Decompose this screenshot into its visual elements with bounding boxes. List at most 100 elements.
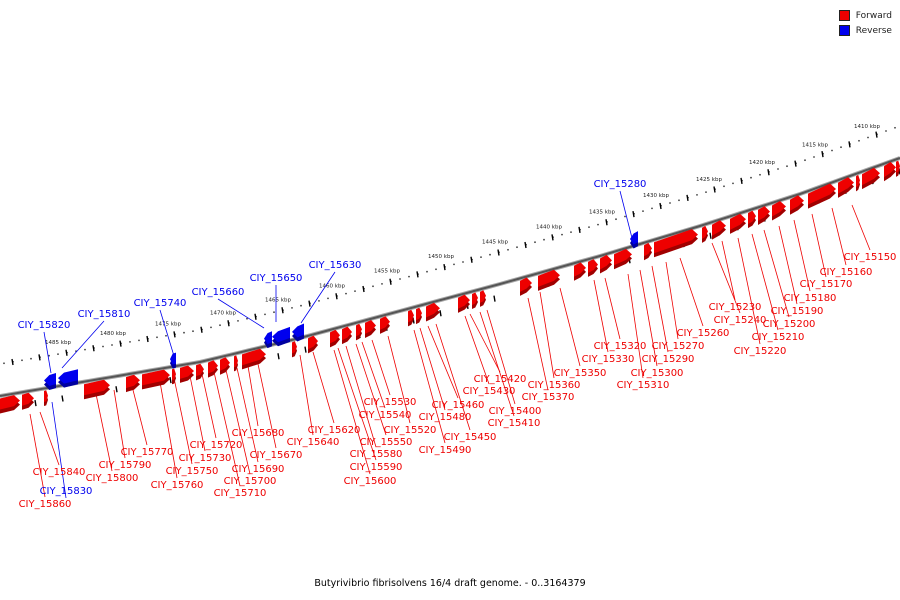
leader-line bbox=[604, 277, 621, 340]
leader-line bbox=[763, 229, 790, 318]
scale-dot bbox=[813, 156, 815, 158]
reverse-gene-arrow bbox=[170, 352, 176, 369]
leader-line bbox=[527, 297, 549, 391]
scale-tick bbox=[281, 307, 284, 314]
gene-label: CIY_15330 bbox=[582, 354, 635, 365]
gene-label: CIY_15300 bbox=[631, 368, 684, 379]
scale-dot bbox=[192, 330, 194, 333]
scale-dot bbox=[327, 297, 329, 300]
gene-label: CIY_15310 bbox=[617, 380, 670, 391]
gene-arrow-face bbox=[712, 220, 726, 236]
leader-line bbox=[737, 237, 761, 345]
leader-line bbox=[300, 271, 336, 324]
forward-gene-arrow bbox=[308, 335, 318, 354]
forward-gene-arrow bbox=[242, 348, 266, 370]
gene-arrow-face bbox=[654, 229, 698, 254]
scale-dot bbox=[84, 348, 86, 351]
forward-gene-arrow bbox=[172, 368, 176, 385]
kbp-label: 1475 kbp bbox=[155, 321, 181, 327]
forward-gene-arrow bbox=[380, 316, 390, 334]
leader-line bbox=[61, 320, 105, 369]
scale-dot bbox=[570, 231, 572, 234]
leader-line bbox=[159, 381, 178, 479]
scale-tick bbox=[443, 263, 446, 271]
backbone-tick bbox=[34, 399, 37, 407]
leader-line bbox=[539, 291, 555, 379]
gene-label: CIY_15670 bbox=[250, 450, 303, 461]
forward-gene-arrow bbox=[896, 160, 900, 177]
forward-gene-arrow bbox=[772, 201, 786, 221]
scale-dot bbox=[102, 345, 104, 348]
scale-dot bbox=[21, 359, 23, 362]
leader-line bbox=[811, 213, 827, 278]
scale-tick bbox=[713, 186, 716, 193]
gene-arrow-face bbox=[22, 392, 34, 406]
reverse-gene-arrow bbox=[58, 369, 78, 388]
scale-dot bbox=[678, 199, 680, 202]
leader-line bbox=[851, 204, 871, 251]
forward-gene-arrow bbox=[574, 262, 586, 281]
leader-line bbox=[721, 240, 736, 301]
scale-dot bbox=[894, 126, 896, 129]
forward-gene-arrow bbox=[292, 341, 297, 358]
forward-gene-arrow bbox=[808, 183, 836, 209]
gene-arrow-face bbox=[356, 323, 362, 337]
gene-arrow-face bbox=[588, 259, 598, 273]
scale-dot bbox=[696, 194, 698, 196]
gene-arrow-face bbox=[170, 352, 176, 365]
leader-line bbox=[247, 365, 259, 427]
scale-dot bbox=[777, 168, 779, 170]
forward-gene-arrow bbox=[458, 294, 470, 313]
gene-label: CIY_15270 bbox=[652, 341, 705, 352]
scale-tick bbox=[308, 300, 311, 307]
forward-swatch-icon bbox=[838, 10, 850, 21]
genome-backbone bbox=[0, 156, 900, 398]
leader-line bbox=[427, 325, 459, 399]
scale-tick bbox=[146, 335, 149, 343]
leader-line bbox=[639, 269, 658, 367]
gene-label: CIY_15160 bbox=[820, 267, 873, 278]
scale-dot bbox=[732, 182, 734, 185]
backbone-tick bbox=[277, 353, 280, 360]
scale-dot bbox=[210, 326, 212, 329]
scale-dot bbox=[435, 268, 437, 271]
gene-arrow-face bbox=[480, 290, 486, 303]
forward-gene-arrow bbox=[856, 174, 860, 192]
scale-dot bbox=[561, 233, 563, 236]
gene-arrow-face bbox=[208, 360, 218, 374]
gene-label: CIY_15150 bbox=[844, 252, 897, 263]
leader-line bbox=[355, 343, 387, 436]
gene-arrow-face bbox=[242, 348, 266, 366]
forward-gene-arrow bbox=[142, 369, 170, 390]
gene-label: CIY_15530 bbox=[364, 397, 417, 408]
scale-dot bbox=[804, 159, 806, 162]
gene-arrow-face bbox=[896, 160, 900, 173]
gene-label: CIY_15720 bbox=[190, 440, 243, 451]
forward-gene-arrow bbox=[884, 161, 896, 182]
scale-dot bbox=[156, 336, 158, 339]
forward-gene-arrow bbox=[208, 360, 218, 378]
scale-tick bbox=[848, 141, 851, 148]
gene-label: CIY_15590 bbox=[350, 462, 403, 473]
scale-dot bbox=[273, 311, 275, 314]
gene-label: CIY_15730 bbox=[179, 453, 232, 464]
leader-line bbox=[95, 393, 113, 472]
gene-label: CIY_15640 bbox=[287, 437, 340, 448]
leader-line bbox=[627, 273, 644, 379]
backbone-tick bbox=[709, 232, 712, 239]
reverse-gene-arrow bbox=[264, 331, 272, 349]
leader-line bbox=[559, 287, 581, 367]
leader-line bbox=[312, 351, 335, 424]
reverse-gene-arrow bbox=[292, 323, 304, 342]
gene-label: CIY_15170 bbox=[800, 279, 853, 290]
leader-line bbox=[486, 309, 516, 405]
gene-label: CIY_15420 bbox=[474, 374, 527, 385]
scale-tick bbox=[767, 169, 770, 176]
gene-arrow-face bbox=[748, 210, 756, 225]
gene-label: CIY_15650 bbox=[250, 273, 303, 284]
gene-label: CIY_15280 bbox=[594, 179, 647, 190]
gene-label: CIY_15520 bbox=[384, 425, 437, 436]
scale-dot bbox=[48, 354, 50, 357]
scale-dot bbox=[543, 238, 545, 241]
leader-line bbox=[464, 315, 490, 385]
